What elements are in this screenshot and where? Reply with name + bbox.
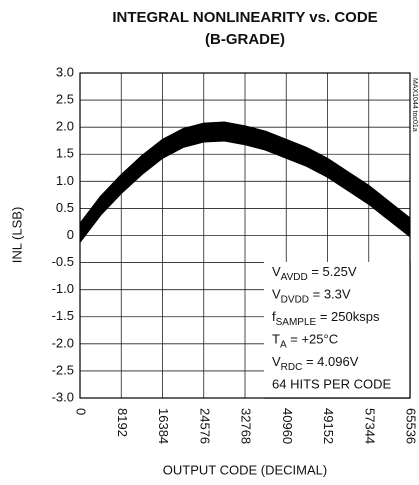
chart-title: INTEGRAL NONLINEARITY vs. CODE xyxy=(112,9,377,26)
y-tick-label: -1.0 xyxy=(52,281,74,296)
annotation: fSAMPLE = 250ksps xyxy=(272,309,380,327)
x-tick-label: 0 xyxy=(74,408,89,415)
plot-frame xyxy=(79,72,411,399)
y-tick-label: 1.0 xyxy=(56,173,74,188)
annotation: VRDC = 4.096V xyxy=(272,354,359,372)
annotation-tail: = 5.25V xyxy=(308,264,357,279)
annotation-sub: A xyxy=(280,339,287,350)
x-tick-label: 16384 xyxy=(156,408,171,444)
y-tick-label: 2.5 xyxy=(56,92,74,107)
y-tick-label: -2.5 xyxy=(52,362,74,377)
annotation-tail: = 4.096V xyxy=(302,354,358,369)
chart-subtitle: (B-GRADE) xyxy=(205,31,285,48)
annotation: VAVDD = 5.25V xyxy=(272,264,357,282)
annotation-text: 64 HITS PER CODE xyxy=(272,377,392,392)
band-fill xyxy=(80,122,410,242)
x-tick-label: 40960 xyxy=(280,408,295,444)
annotation-sub: AVDD xyxy=(281,272,308,283)
annotation-sub: SAMPLE xyxy=(276,317,317,328)
x-axis-label: OUTPUT CODE (DECIMAL) xyxy=(163,462,327,477)
inl-line xyxy=(79,139,411,243)
annotation-sub: DVDD xyxy=(281,294,309,305)
annotation-text: V xyxy=(272,354,281,369)
annotation-tail: = 250ksps xyxy=(316,309,380,324)
y-tick-label: -0.5 xyxy=(52,254,74,269)
y-tick-label: -3.0 xyxy=(52,389,74,404)
x-tick-label: 49152 xyxy=(321,408,336,444)
side-note: MAX1044 toc01a xyxy=(411,78,418,132)
y-tick-label: 0.5 xyxy=(56,200,74,215)
y-tick-label: -2.0 xyxy=(52,335,74,350)
annotation: 64 HITS PER CODE xyxy=(272,377,392,392)
annotation-tail: = +25°C xyxy=(287,332,338,347)
x-tick-label: 32768 xyxy=(239,408,254,444)
y-tick-label: 1.5 xyxy=(56,146,74,161)
annotation: VDVDD = 3.3V xyxy=(272,287,351,305)
x-tick-label: 57344 xyxy=(362,408,377,444)
y-tick-label: 0 xyxy=(67,227,74,242)
x-tick-label: 65536 xyxy=(404,408,419,444)
annotation-box xyxy=(264,262,410,398)
x-tick-label: 24576 xyxy=(197,408,212,444)
annotation-sub: RDC xyxy=(281,362,303,373)
annotation-text: T xyxy=(272,332,280,347)
annotation-text: V xyxy=(272,264,281,279)
y-tick-label: 3.0 xyxy=(56,64,74,79)
y-tick-label: -1.5 xyxy=(52,308,74,323)
annotation-tail: = 3.3V xyxy=(309,287,351,302)
annotation: TA = +25°C xyxy=(272,332,338,350)
y-axis-label: INL (LSB) xyxy=(9,207,24,264)
annotation-text: f xyxy=(272,309,276,324)
inl-line xyxy=(79,121,411,225)
y-tick-label: 2.0 xyxy=(56,119,74,134)
x-tick-label: 8192 xyxy=(115,408,130,437)
annotation-text: V xyxy=(272,287,281,302)
